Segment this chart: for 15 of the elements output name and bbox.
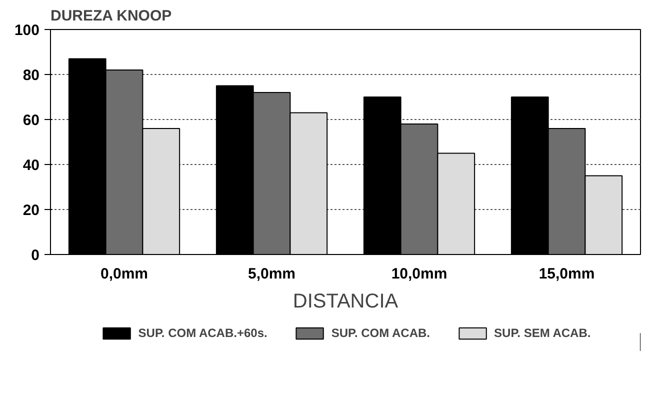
legend-label: SUP. SEM ACAB. <box>494 326 591 340</box>
x-axis-title: DISTANCIA <box>292 290 399 312</box>
y-tick-label: 60 <box>22 112 40 129</box>
y-tick-label: 100 <box>14 22 40 39</box>
x-tick-label: 5,0mm <box>248 266 296 282</box>
x-tick-label: 15,0mm <box>538 266 595 282</box>
x-tick-label: 0,0mm <box>100 266 148 282</box>
y-tick-label: 40 <box>22 157 40 174</box>
y-tick-label: 0 <box>31 247 40 264</box>
y-tick-label: 80 <box>22 67 40 84</box>
legend-label: SUP. COM ACAB. <box>331 326 430 340</box>
legend-label: SUP. COM ACAB.+60s. <box>138 326 268 340</box>
y-tick-label: 20 <box>22 202 40 219</box>
y-axis-title: DUREZA KNOOP <box>50 8 172 24</box>
x-tick-label: 10,0mm <box>391 266 448 282</box>
